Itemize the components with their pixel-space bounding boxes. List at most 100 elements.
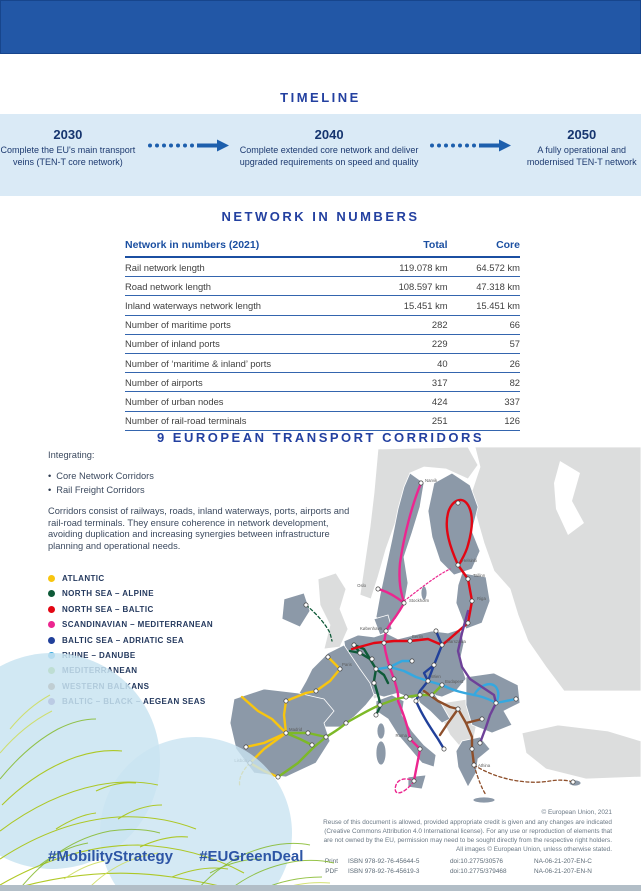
map-city-label: Stockholm (409, 598, 429, 603)
cell-name: Number of rail-road terminals (125, 411, 367, 431)
table-row: Number of inland ports 229 57 (125, 334, 520, 354)
timeline-arrow-icon (430, 139, 512, 152)
legend-label: NORTH SEA – ALPINE (62, 589, 154, 599)
corridor-line-baltic-adriatic (414, 629, 446, 751)
edition-doi: doi:10.2775/30576 (450, 858, 503, 865)
legend-label: ATLANTIC (62, 574, 105, 583)
milestone-2030: 2030 Complete the EU's main transport ve… (0, 127, 136, 168)
corridors-heading: 9 EUROPEAN TRANSPORT CORRIDORS (156, 430, 485, 445)
bullet-text: Rail Freight Corridors (56, 484, 145, 495)
cell-total: 424 (366, 391, 448, 412)
bullet-icon: • (48, 484, 52, 495)
map-city-label: Madrid (289, 727, 303, 732)
legend-color-dot (48, 590, 55, 598)
legend-color-dot (48, 636, 55, 644)
editions-block: Print ISBN 978-92-76-45644-5 doi:10.2775… (318, 857, 612, 877)
table-row: Inland waterways network length 15.451 km… (125, 295, 520, 316)
timeline-band: 2030 Complete the EU's main transport ve… (0, 114, 641, 196)
map-city-label: Warszawa (446, 639, 467, 644)
map-city-label: Tallinn (473, 573, 486, 578)
map-city-label: Wien (431, 674, 441, 679)
cell-name: Rail network length (125, 257, 367, 278)
cell-total: 108.597 km (366, 276, 448, 297)
cell-name: Number of ‘maritime & inland’ ports (125, 353, 367, 374)
bullet-text: Core Network Corridors (56, 470, 154, 481)
map-city-label: København (360, 626, 383, 631)
milestone-year: 2030 (53, 127, 83, 142)
cell-total: 15.451 km (366, 295, 448, 316)
legend-color-dot (48, 575, 55, 582)
reuse-notice: Reuse of this document is allowed, provi… (323, 819, 612, 853)
cell-name: Number of urban nodes (125, 391, 367, 412)
edition-isbn: ISBN 978-92-76-45644-5 (348, 858, 420, 865)
table-row: Number of rail-road terminals 251 126 (125, 411, 520, 431)
table-header-name: Network in numbers (2021) (125, 236, 367, 258)
leaf-veins-lime (0, 694, 331, 891)
legend-label: SCANDINAVIAN – MEDITERRANEAN (62, 620, 214, 630)
table-header-core: Core (447, 236, 520, 258)
milestone-text: Complete extended core network and deliv… (239, 145, 419, 167)
copyright-text: © European Union, 2021 (541, 809, 612, 816)
cell-core: 66 (447, 315, 520, 335)
cell-total: 251 (366, 411, 448, 431)
edition-catalogue: NA-06-21-207-EN-C (534, 858, 592, 865)
edition-catalogue: NA-06-21-207-EN-N (534, 868, 592, 875)
table-row: Number of maritime ports 282 66 (125, 315, 520, 335)
cell-core: 15.451 km (447, 295, 520, 316)
corridors-text-block: Integrating: • Core Network Corridors • Ra… (48, 450, 350, 552)
page-header-bar (0, 0, 641, 54)
map-land-non-eu (317, 446, 641, 780)
corridors-bullet-list: • Core Network Corridors • Rail Freight Co… (48, 471, 350, 497)
cell-total: 317 (366, 372, 448, 393)
milestone-year: 2050 (567, 127, 597, 142)
edition-isbn: ISBN 978-92-76-45619-3 (348, 868, 420, 875)
integrating-label: Integrating: (48, 450, 95, 460)
map-city-label: Athina (478, 763, 491, 768)
legend-color-dot (48, 605, 55, 613)
cell-core: 26 (447, 353, 520, 374)
edition-row: PDF ISBN 978-92-76-45619-3 doi:10.2775/3… (318, 867, 612, 877)
milestone-2040: 2040 Complete extended core network and … (240, 127, 419, 168)
corridor-line-rhine-danube (376, 659, 518, 705)
cell-core: 82 (447, 372, 520, 393)
hashtag-eugreendeal: #EUGreenDeal (199, 848, 304, 865)
cell-core: 126 (447, 411, 520, 431)
map-white-sea (554, 461, 584, 535)
decorative-circle (100, 737, 292, 891)
europe-corridors-map: Narvik Oslo Stockholm Helsinki Tallinn R… (229, 446, 641, 804)
map-city-label: Riga (477, 596, 486, 601)
table-row: Number of urban nodes 424 337 (125, 391, 520, 412)
map-city-label: Roma (396, 733, 408, 738)
cell-total: 119.078 km (366, 257, 448, 278)
legend-label: NORTH SEA – BALTIC (62, 604, 154, 614)
bullet-icon: • (48, 470, 52, 481)
milestone-text: A fully operational and modernised TEN-T… (526, 145, 637, 167)
network-table: Network in numbers (2021) Total Core Rai… (125, 236, 520, 431)
cell-total: 229 (366, 334, 448, 354)
legend-item: ATLANTIC (48, 574, 268, 583)
legend-item: BALTIC SEA – ADRIATIC SEA (48, 636, 268, 645)
map-city-label: Paris (342, 662, 352, 667)
bullet-item: • Rail Freight Corridors (48, 485, 350, 497)
table-row: Number of airports 317 82 (125, 372, 520, 393)
edition-format: PDF (325, 868, 338, 875)
corridors-paragraph: Corridors consist of railways, roads, in… (48, 506, 350, 551)
map-city-label: Oslo (357, 583, 366, 588)
cell-core: 64.572 km (447, 257, 520, 278)
footer-hashtags: #MobilityStrategy #EUGreenDeal (48, 848, 325, 865)
table-header-total: Total (366, 236, 448, 258)
hashtag-mobilitystrategy: #MobilityStrategy (48, 848, 174, 865)
corridor-line-baltic-black-aegean (456, 609, 498, 745)
cell-name: Road network length (125, 276, 367, 297)
timeline-arrow-icon (147, 139, 229, 152)
edition-format: Print (324, 858, 338, 865)
network-heading: NETWORK IN NUMBERS (221, 209, 420, 224)
milestone-year: 2040 (314, 127, 344, 142)
cell-core: 47.318 km (447, 276, 520, 297)
milestone-2050: 2050 A fully operational and modernised … (522, 127, 641, 168)
table-row: Number of ‘maritime & inland’ ports 40 26 (125, 353, 520, 374)
map-city-label: Berlin (412, 634, 424, 639)
leaf-veins-green (0, 718, 335, 891)
table-row: Rail network length 119.078 km 64.572 km (125, 257, 520, 278)
map-city-label: Budapest (445, 679, 464, 684)
